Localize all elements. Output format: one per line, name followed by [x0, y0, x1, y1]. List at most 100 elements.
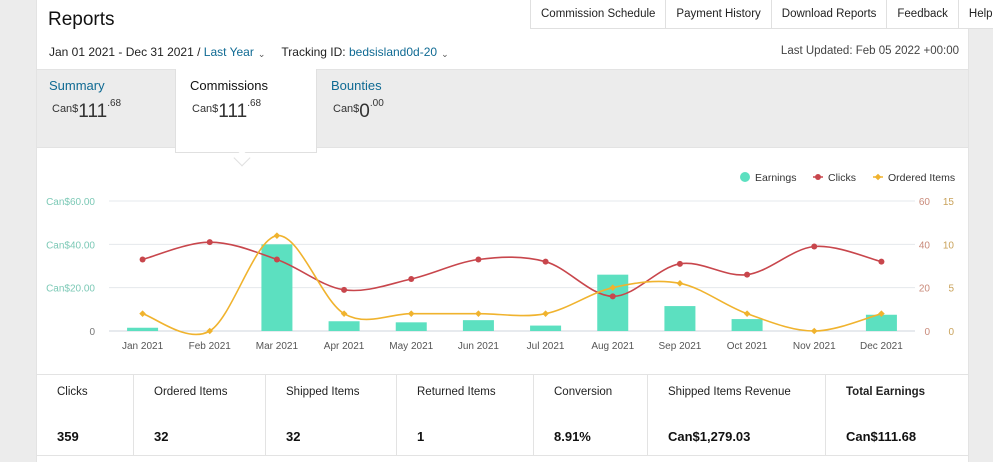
stat-value: Can$111.68	[846, 429, 917, 444]
x-tick-label: Apr 2021	[324, 341, 365, 352]
clicks-point	[676, 260, 683, 267]
earnings-bar	[597, 274, 629, 331]
clicks-point	[878, 258, 885, 265]
stat-returned-items: Returned Items 1	[397, 375, 534, 455]
currency-label: Can$	[333, 103, 360, 115]
stat-value: Can$1,279.03	[668, 429, 751, 444]
tab-bounties[interactable]: Bounties Can$0.00	[318, 69, 458, 149]
chevron-down-icon: ⌄	[441, 49, 449, 59]
tab-summary-amount: Can$111.68	[52, 98, 121, 123]
amount-cents: .68	[247, 98, 262, 109]
date-range-text: Jan 01 2021 - Dec 31 2021 /	[49, 45, 201, 59]
y-right-items-tick-label: 15	[943, 197, 955, 208]
top-nav: Commission Schedule Payment History Down…	[530, 0, 993, 29]
feedback-link[interactable]: Feedback	[887, 0, 959, 28]
earnings-bar	[462, 320, 494, 331]
y-right-clicks-tick-label: 40	[919, 240, 931, 251]
legend-swatch	[740, 172, 750, 182]
amount-cents: .68	[107, 98, 122, 109]
payment-history-link[interactable]: Payment History	[666, 0, 772, 28]
x-tick-label: Jan 2021	[122, 341, 164, 352]
currency-label: Can$	[52, 103, 79, 115]
clicks-point	[475, 256, 482, 263]
clicks-point	[744, 271, 751, 278]
clicks-point	[273, 256, 280, 263]
stats-bar: Clicks 359 Ordered Items 32 Shipped Item…	[37, 374, 968, 456]
y-right-items-tick-label: 0	[948, 327, 954, 338]
earnings-bar	[865, 314, 897, 331]
stat-clicks: Clicks 359	[37, 375, 134, 455]
clicks-point	[206, 239, 213, 246]
earnings-bar	[530, 325, 562, 331]
stat-label: Clicks	[57, 386, 88, 398]
ordered-items-point	[407, 310, 415, 317]
stat-value: 359	[57, 429, 79, 444]
stat-label: Returned Items	[417, 386, 496, 398]
x-tick-label: May 2021	[389, 341, 433, 352]
earnings-bar	[395, 322, 427, 331]
x-tick-label: Dec 2021	[860, 341, 903, 352]
clicks-point	[341, 286, 348, 293]
x-tick-label: Oct 2021	[727, 341, 768, 352]
x-tick-label: Feb 2021	[189, 341, 232, 352]
x-tick-label: Nov 2021	[793, 341, 836, 352]
stat-label: Shipped Items	[286, 386, 360, 398]
stat-label: Ordered Items	[154, 386, 228, 398]
ordered-items-point	[609, 284, 617, 291]
ordered-items-point	[475, 310, 482, 317]
tracking-id-dropdown[interactable]: bedsisland0d-20 ⌄	[349, 45, 449, 59]
amount-whole: 0	[359, 101, 370, 122]
chevron-down-icon: ⌄	[257, 49, 266, 59]
tab-commissions-amount: Can$111.68	[192, 98, 261, 123]
stat-shipped-items: Shipped Items 32	[266, 375, 397, 455]
clicks-legend: Clicks	[828, 172, 856, 184]
tab-commissions-label: Commissions	[190, 78, 269, 93]
stat-value: 32	[286, 429, 301, 444]
clicks-point	[139, 256, 146, 263]
x-tick-label: Jul 2021	[527, 341, 565, 352]
stat-label: Total Earnings	[846, 386, 926, 398]
x-tick-label: Aug 2021	[591, 341, 634, 352]
earnings-chart: 0 Can$20.00 Can$40.00 Can$60.00 0 20 40 60 0 5 10 1…	[46, 172, 955, 352]
y-right-items-tick-label: 5	[948, 284, 954, 295]
y-right-clicks-tick-label: 0	[924, 327, 930, 338]
page-title: Reports	[48, 9, 115, 30]
tab-commissions[interactable]: Commissions Can$111.68	[175, 69, 317, 153]
ordered-items-point	[743, 310, 751, 317]
clicks-point	[811, 243, 818, 250]
stat-conversion: Conversion 8.91%	[534, 375, 648, 455]
y-left-tick-label: Can$60.00	[46, 197, 95, 208]
clicks-point	[408, 276, 415, 282]
currency-label: Can$	[192, 103, 219, 115]
tracking-id-label: bedsisland0d-20	[348, 45, 438, 59]
last-updated-text: Last Updated: Feb 05 2022 +00:00	[780, 45, 959, 57]
x-tick-label: Mar 2021	[256, 341, 299, 352]
legend-swatch	[874, 173, 882, 181]
stat-value: 8.91%	[554, 429, 591, 444]
period-dropdown[interactable]: Last Year ⌄	[204, 45, 266, 59]
help-link[interactable]: Help	[968, 8, 993, 20]
earnings-legend: Earnings	[755, 172, 796, 184]
report-filters: Jan 01 2021 - Dec 31 2021 / Last Year ⌄ T…	[49, 45, 449, 59]
stat-value: 1	[417, 429, 425, 444]
y-left-tick-label: 0	[89, 327, 95, 338]
tab-bounties-amount: Can$0.00	[333, 98, 384, 123]
stat-total-earnings: Total Earnings Can$111.68	[826, 375, 968, 455]
legend-swatch	[815, 174, 821, 180]
y-right-clicks-tick-label: 60	[919, 197, 931, 208]
clicks-point	[609, 293, 616, 300]
tab-summary[interactable]: Summary Can$111.68	[37, 69, 175, 149]
stat-label: Shipped Items Revenue	[668, 386, 791, 398]
ordered-items-legend: Ordered Items	[888, 172, 955, 184]
ordered-items-point	[340, 310, 348, 317]
y-left-tick-label: Can$20.00	[46, 284, 95, 295]
ordered-items-point	[273, 232, 281, 239]
ordered-items-point	[206, 327, 214, 335]
earnings-bar	[664, 306, 696, 331]
stat-ordered-items: Ordered Items 32	[134, 375, 266, 455]
earnings-bar	[328, 321, 360, 331]
commission-schedule-link[interactable]: Commission Schedule	[531, 0, 667, 28]
clicks-line	[142, 241, 882, 298]
download-reports-link[interactable]: Download Reports	[772, 0, 888, 28]
y-right-clicks-tick-label: 20	[919, 284, 931, 295]
